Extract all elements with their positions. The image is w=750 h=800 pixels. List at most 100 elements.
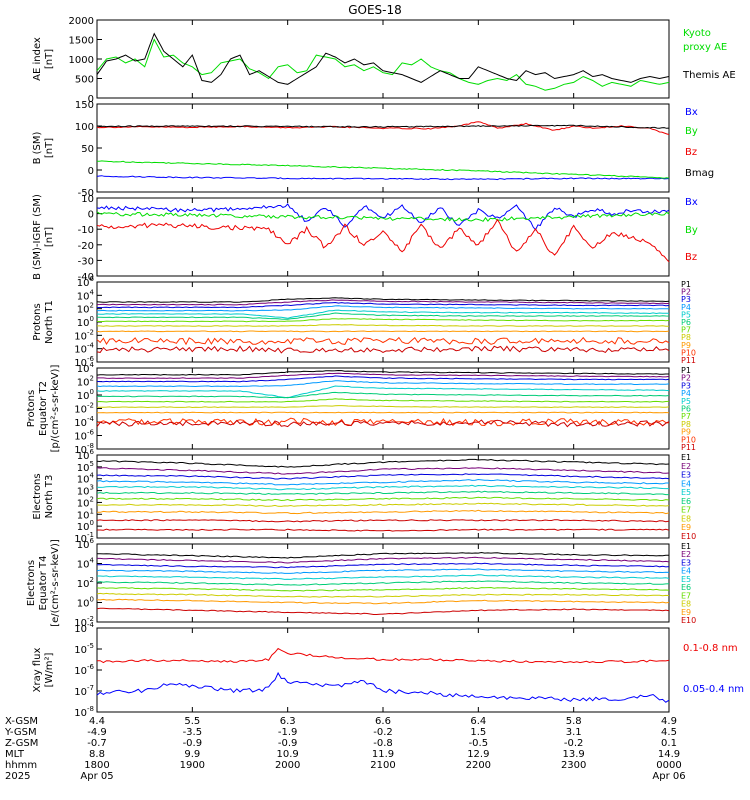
y-tick-label: 2000 bbox=[69, 16, 94, 27]
legend-item: E10 bbox=[681, 616, 696, 625]
y-tick-label: 102 bbox=[77, 302, 94, 316]
panel-frame bbox=[96, 454, 670, 539]
series-by bbox=[96, 211, 670, 222]
series-e8 bbox=[96, 592, 670, 598]
series-kyoto-proxy-ae bbox=[96, 38, 670, 91]
legend-item: Bz bbox=[685, 147, 697, 158]
series-e3 bbox=[96, 473, 670, 480]
y-tick-label: 105 bbox=[77, 460, 94, 474]
y-tick-label: -30 bbox=[78, 256, 94, 267]
footer-row-label: MLT bbox=[5, 749, 25, 760]
series-p11 bbox=[96, 419, 670, 428]
series-p9 bbox=[96, 411, 670, 414]
legend-item: E3 bbox=[681, 471, 691, 480]
footer-cell: 0.1 bbox=[661, 738, 677, 749]
panel-frame bbox=[96, 627, 670, 713]
y-tick-label: 101 bbox=[77, 507, 94, 521]
legend-item: E7 bbox=[681, 506, 691, 515]
series-p9 bbox=[96, 330, 670, 333]
legend-item: E9 bbox=[681, 523, 691, 532]
y-axis-label: Protons bbox=[32, 303, 43, 340]
y-tick-label: 10 bbox=[81, 194, 94, 205]
panel-frame bbox=[96, 197, 670, 277]
y-tick-label: 10-8 bbox=[74, 442, 94, 456]
y-tick-label: 106 bbox=[77, 448, 95, 462]
y-tick-label: 104 bbox=[77, 472, 95, 486]
series-p1 bbox=[96, 369, 669, 376]
footer-cell: 11.9 bbox=[372, 749, 394, 760]
series-p5 bbox=[96, 385, 670, 399]
y-axis-label: [nT] bbox=[44, 138, 55, 158]
y-tick-label: 10-6 bbox=[74, 429, 94, 443]
series-bz bbox=[96, 121, 670, 135]
footer-cell: 2100 bbox=[370, 760, 395, 771]
y-axis-label: B (SM)-IGRF (SM) bbox=[32, 194, 43, 280]
footer-cell: 2000 bbox=[275, 760, 300, 771]
series-e6 bbox=[96, 490, 669, 496]
legend-item: E3 bbox=[681, 558, 691, 567]
panel-xray: 10-8 10-7 10-6 10-5 10-4 Xray flux [W/m²] 0.1-0… bbox=[32, 621, 744, 719]
legend-item: P3 bbox=[681, 295, 691, 304]
footer-row-label: Z-GSM bbox=[5, 738, 38, 749]
y-axis-label: Electrons bbox=[26, 560, 37, 606]
legend-item: E4 bbox=[681, 567, 691, 576]
legend-item: P7 bbox=[681, 412, 691, 421]
series-bz bbox=[96, 218, 670, 263]
footer-row-label: hhmm bbox=[5, 760, 37, 771]
series-p2 bbox=[97, 372, 670, 379]
legend-item: P9 bbox=[681, 341, 691, 350]
y-tick-label: 102 bbox=[77, 576, 94, 590]
series-p5 bbox=[96, 309, 670, 319]
legend-item: P7 bbox=[681, 326, 691, 335]
legend-item: E5 bbox=[681, 488, 691, 497]
legend-item: Bx bbox=[685, 197, 698, 208]
y-tick-label: 10-2 bbox=[74, 615, 94, 629]
series-e9 bbox=[96, 509, 670, 515]
y-axis-label: AE index bbox=[32, 37, 43, 81]
y-axis-label: [W/m²] bbox=[44, 652, 55, 687]
y-tick-label: 104 bbox=[77, 288, 95, 302]
legend-item: E8 bbox=[681, 514, 691, 523]
legend-item: E9 bbox=[681, 608, 691, 617]
legend-item: P11 bbox=[681, 443, 696, 452]
footer-cell: -0.5 bbox=[469, 738, 489, 749]
legend-item: P8 bbox=[681, 333, 691, 342]
legend-item: E7 bbox=[681, 591, 691, 600]
series-e10b bbox=[97, 528, 670, 532]
y-tick-label: 102 bbox=[77, 375, 94, 389]
y-tick-label: 10-4 bbox=[74, 415, 94, 429]
series-0-05-0-4-nm bbox=[96, 671, 670, 703]
series-bx bbox=[96, 203, 670, 231]
series-e4 bbox=[96, 568, 670, 574]
legend-item: Bx bbox=[685, 107, 698, 118]
footer-cell: -0.7 bbox=[87, 738, 107, 749]
legend-item: E8 bbox=[681, 600, 691, 609]
series-e7 bbox=[96, 496, 670, 502]
footer-cell: 8.8 bbox=[89, 749, 105, 760]
footer-row-label: 2025 bbox=[5, 771, 30, 782]
series-e5 bbox=[96, 484, 669, 491]
series-by bbox=[97, 160, 670, 179]
footer-cell: 4.4 bbox=[89, 716, 105, 727]
series-p4 bbox=[96, 380, 670, 388]
series-e7 bbox=[96, 586, 670, 592]
y-axis-label: [nT] bbox=[44, 49, 55, 69]
y-tick-label: 10-6 bbox=[74, 663, 94, 677]
series-0-1-0-8-nm bbox=[97, 647, 670, 664]
y-tick-label: 100 bbox=[77, 315, 94, 329]
y-tick-label: 1500 bbox=[69, 36, 94, 47]
y-tick-label: 10-8 bbox=[74, 705, 94, 719]
footer-cell: Apr 06 bbox=[652, 771, 685, 782]
y-axis-label: Electrons bbox=[32, 473, 43, 519]
footer-cell: -4.9 bbox=[87, 727, 107, 738]
series-p6 bbox=[96, 391, 670, 399]
legend-item: P6 bbox=[681, 405, 691, 414]
legend-item: 0.1-0.8 nm bbox=[683, 643, 738, 654]
footer-cell: 1.5 bbox=[470, 727, 486, 738]
series-bmag bbox=[96, 124, 670, 129]
footer-cell: 4.9 bbox=[661, 716, 677, 727]
footer-cell: 4.5 bbox=[661, 727, 677, 738]
